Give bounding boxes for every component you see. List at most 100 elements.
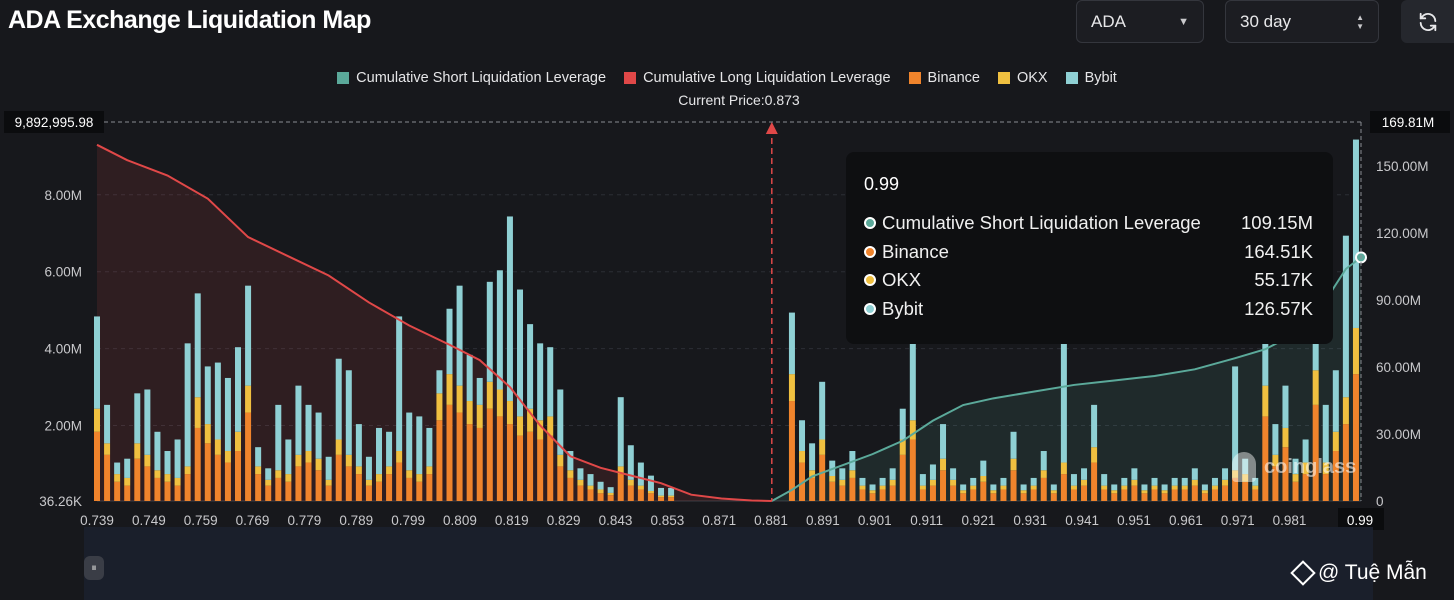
binance-bar xyxy=(1050,493,1057,501)
binance-bar xyxy=(929,485,936,501)
tooltip-row-value: 126.57K xyxy=(1244,297,1313,319)
binance-bar xyxy=(164,481,171,501)
okx-bar xyxy=(527,408,534,432)
binance-bar xyxy=(950,485,957,501)
bybit-bar xyxy=(204,366,211,425)
okx-bar xyxy=(627,479,634,486)
legend-swatch xyxy=(997,72,1010,84)
binance-bar xyxy=(577,485,584,501)
refresh-button[interactable] xyxy=(1401,0,1454,43)
legend-label: Bybit xyxy=(1084,70,1117,86)
legend-item[interactable]: Binance xyxy=(908,70,980,86)
okx-bar xyxy=(315,458,322,471)
bybit-bar xyxy=(1171,477,1178,486)
binance-bar xyxy=(788,401,795,501)
tooltip-dot-icon xyxy=(864,245,876,258)
binance-bar xyxy=(235,451,242,501)
bybit-bar xyxy=(1101,474,1108,486)
legend-item[interactable]: Cumulative Short Liquidation Leverage xyxy=(337,70,606,86)
zoom-scrollbar[interactable] xyxy=(84,527,1373,600)
range-select-value: 30 day xyxy=(1240,11,1292,31)
current-price-arrow-icon xyxy=(765,122,778,134)
okx-bar xyxy=(386,466,393,475)
bybit-bar xyxy=(345,370,352,455)
binance-bar xyxy=(305,462,312,501)
okx-bar xyxy=(456,385,463,413)
okx-bar xyxy=(1352,327,1359,375)
okx-bar xyxy=(819,439,826,455)
binance-bar xyxy=(537,439,544,501)
okx-bar xyxy=(466,401,473,425)
tooltip-dot-icon xyxy=(864,274,876,287)
binance-bar xyxy=(1252,489,1259,501)
scroll-handle-left[interactable]: ⏸ xyxy=(84,556,104,580)
okx-bar xyxy=(1131,479,1138,486)
binance-bar xyxy=(809,477,816,501)
bybit-bar xyxy=(1242,458,1249,475)
binance-bar xyxy=(335,454,342,501)
okx-bar xyxy=(1282,427,1289,448)
y-left-tick-label: 4.00M xyxy=(44,342,82,357)
range-select[interactable]: 30 day ▲ ▼ xyxy=(1225,0,1379,43)
okx-bar xyxy=(184,466,191,475)
binance-bar xyxy=(799,462,806,501)
okx-bar xyxy=(94,408,100,432)
bybit-bar xyxy=(577,468,584,480)
x-tick-label: 0.891 xyxy=(806,513,840,528)
okx-bar xyxy=(154,470,161,478)
credit-text: @ Tuệ Mẫn xyxy=(1318,561,1427,584)
caret-down-icon: ▼ xyxy=(1178,15,1189,28)
bybit-bar xyxy=(184,343,191,467)
binance-bar xyxy=(839,485,846,501)
legend-item[interactable]: Cumulative Long Liquidation Leverage xyxy=(624,70,891,86)
bybit-bar xyxy=(658,487,665,496)
binance-bar xyxy=(1151,489,1158,501)
binance-bar xyxy=(889,485,896,501)
okx-bar xyxy=(506,401,513,425)
up-down-arrows-icon: ▲ ▼ xyxy=(1356,12,1364,31)
binance-bar xyxy=(940,470,947,501)
bybit-bar xyxy=(1040,451,1047,471)
binance-bar xyxy=(325,485,332,501)
binance-bar xyxy=(1081,485,1088,501)
bybit-bar xyxy=(1060,339,1067,463)
binance-bar xyxy=(1191,485,1198,501)
x-end-label: 0.99 xyxy=(1347,513,1373,528)
bybit-bar xyxy=(94,316,100,409)
okx-bar xyxy=(1322,462,1329,475)
bybit-bar xyxy=(416,416,423,475)
x-tick-label: 0.843 xyxy=(599,513,633,528)
okx-bar xyxy=(1201,490,1208,494)
binance-bar xyxy=(144,466,151,501)
okx-bar xyxy=(436,393,443,421)
legend-item[interactable]: Bybit xyxy=(1065,70,1117,86)
okx-bar xyxy=(104,443,111,455)
bybit-bar xyxy=(265,468,272,480)
y-right-tick-label: 60.00M xyxy=(1376,360,1421,375)
y-right-tick-label: 30.00M xyxy=(1376,427,1421,442)
okx-bar xyxy=(416,474,423,482)
y-left-max-box xyxy=(4,111,104,133)
okx-bar xyxy=(919,485,926,490)
bybit-bar xyxy=(1222,468,1229,480)
bybit-bar xyxy=(537,343,544,421)
bybit-bar xyxy=(355,424,362,467)
bybit-bar xyxy=(950,468,957,480)
x-end-label-box xyxy=(1338,508,1384,530)
okx-bar xyxy=(194,397,201,428)
okx-bar xyxy=(1171,485,1178,490)
okx-bar xyxy=(1050,490,1057,494)
coin-select[interactable]: ADA ▼ xyxy=(1076,0,1204,43)
okx-bar xyxy=(1292,474,1299,482)
binance-bar xyxy=(114,481,121,501)
binance-bar xyxy=(275,477,282,501)
bybit-bar xyxy=(607,487,614,493)
bybit-bar xyxy=(134,393,141,444)
okx-bar xyxy=(1121,485,1128,490)
bybit-bar xyxy=(940,424,947,459)
bybit-bar xyxy=(224,377,231,452)
bybit-bar xyxy=(1121,477,1128,486)
x-tick-label: 0.799 xyxy=(391,513,425,528)
binance-bar xyxy=(1161,493,1168,501)
legend-item[interactable]: OKX xyxy=(997,70,1048,86)
